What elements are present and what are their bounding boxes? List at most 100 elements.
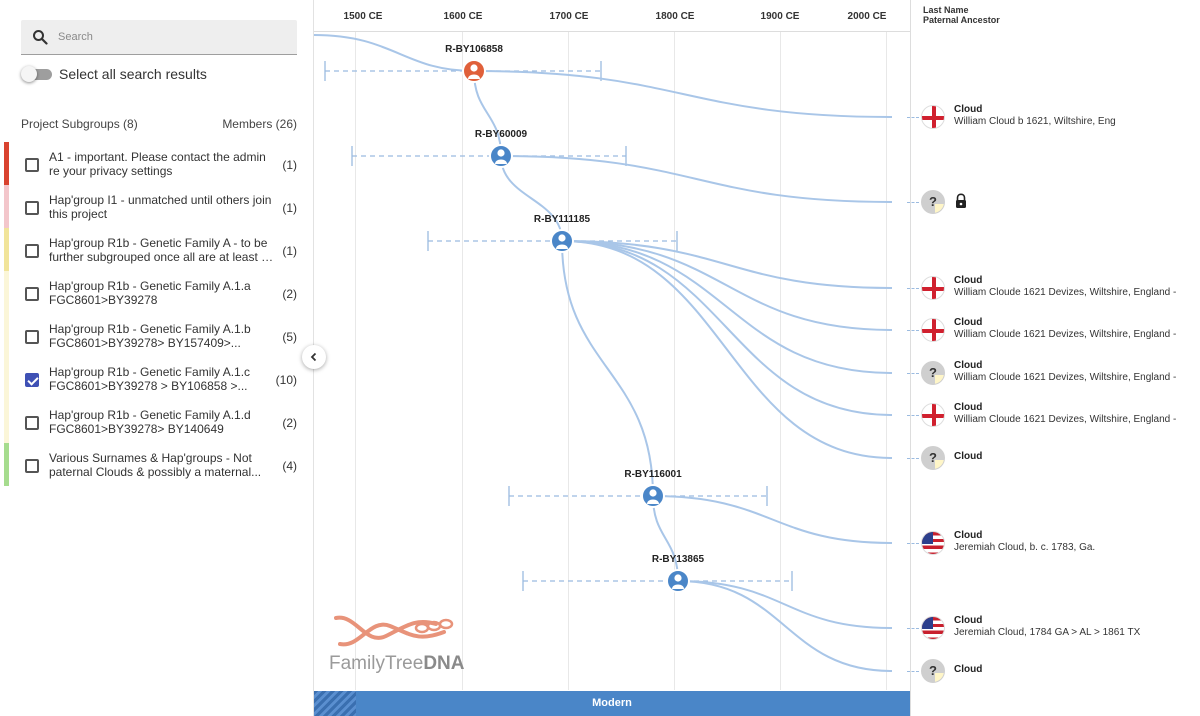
leaf-connector: [907, 288, 919, 289]
england-flag-icon: [921, 403, 945, 427]
modern-bar: Modern: [314, 691, 910, 716]
ancestor-row[interactable]: Cloud William Cloude 1621 Devizes, Wiltsh…: [907, 275, 1200, 302]
select-all-row: Select all search results: [21, 66, 207, 82]
subgroup-count: (10): [275, 373, 297, 387]
ancestor-row[interactable]: Cloud Jeremiah Cloud, 1784 GA > AL > 1861…: [907, 615, 1200, 642]
ancestor-row[interactable]: ? Cloud: [907, 446, 1200, 472]
subgroup-count: (1): [282, 158, 297, 172]
subgroup-list: A1 - important. Please contact the admin…: [0, 142, 314, 486]
subgroup-checkbox[interactable]: [25, 201, 39, 215]
last-name-header: Last Name: [923, 5, 969, 15]
subgroup-label: Hap'group R1b - Genetic Family A.1.a FGC8…: [49, 279, 251, 307]
subgroup-checkbox[interactable]: [25, 416, 39, 430]
subgroup-item[interactable]: Hap'group R1b - Genetic Family A.1.b FGC8…: [0, 314, 314, 357]
subgroup-checkbox[interactable]: [25, 244, 39, 258]
tree-branch: [561, 240, 893, 289]
ancestor-last-name: Cloud: [954, 360, 983, 371]
ancestor-header: Last Name Paternal Ancestor: [923, 5, 1000, 25]
ancestor-last-name: Cloud: [954, 451, 983, 462]
subgroup-checkbox[interactable]: [25, 158, 39, 172]
select-all-toggle[interactable]: [21, 66, 52, 82]
node-label: R-BY106858: [445, 44, 503, 55]
modern-hatch: [314, 691, 356, 716]
leaf-connector: [907, 458, 919, 459]
node-label: R-BY111185: [533, 214, 591, 225]
subgroup-item[interactable]: Hap'group R1b - Genetic Family A.1.d FGC8…: [0, 400, 314, 443]
ancestor-row[interactable]: ?: [907, 190, 1200, 216]
tree-branch: [500, 155, 893, 203]
tree-branch: [561, 240, 893, 374]
ancestor-row[interactable]: Cloud William Cloud b 1621, Wiltshire, En…: [907, 104, 1200, 131]
timeline-panel: 1500 CE 1600 CE 1700 CE 1800 CE 1900 CE 2000 …: [314, 0, 910, 716]
haplogroup-node[interactable]: [489, 144, 513, 168]
subgroup-item[interactable]: Hap'group I1 - unmatched until others jo…: [0, 185, 314, 228]
search-input[interactable]: [58, 26, 288, 48]
subgroup-label: Various Surnames & Hap'groups - Not pater…: [49, 451, 262, 479]
grid-line: [355, 0, 356, 690]
grid-line: [462, 0, 463, 690]
subgroup-checkbox[interactable]: [25, 330, 39, 344]
leaf-connector: [907, 671, 919, 672]
toggle-track: [24, 69, 52, 80]
ancestor-last-name: Cloud: [954, 275, 983, 286]
timeline-tree: [314, 34, 893, 672]
subgroups-title: Project Subgroups (8): [21, 117, 138, 131]
person-icon: [674, 574, 682, 582]
ancestor-row[interactable]: Cloud William Cloude 1621 Devizes, Wiltsh…: [907, 317, 1200, 344]
axis-tick-label: 1600 CE: [443, 11, 483, 22]
usa-flag-icon: [921, 531, 945, 555]
person-icon: [558, 234, 566, 242]
ancestor-paternal-name: Jeremiah Cloud, 1784 GA > AL > 1861 TX: [954, 627, 1141, 638]
subgroup-label: Hap'group R1b - Genetic Family A.1.d FGC8…: [49, 408, 251, 436]
leaf-connector: [907, 202, 919, 203]
subgroup-checkbox[interactable]: [25, 459, 39, 473]
grid-line: [568, 0, 569, 690]
grid-line: [886, 0, 887, 690]
subgroup-color-bar: [4, 228, 9, 271]
subgroup-item[interactable]: Hap'group R1b - Genetic Family A.1.c FGC8…: [0, 357, 314, 400]
ancestor-last-name: Cloud: [954, 530, 983, 541]
leaf-connector: [907, 628, 919, 629]
unknown-country-icon: ?: [921, 361, 945, 385]
axis-tick-label: 1900 CE: [760, 11, 800, 22]
ancestor-row[interactable]: Cloud Jeremiah Cloud, b. c. 1783, Ga.: [907, 530, 1200, 557]
subgroup-checkbox[interactable]: [25, 373, 39, 387]
ancestor-paternal-name: William Cloude 1621 Devizes, Wiltshire, …: [954, 329, 1177, 340]
ancestor-paternal-name: Jeremiah Cloud, b. c. 1783, Ga.: [954, 542, 1096, 553]
select-all-label: Select all search results: [59, 66, 207, 82]
subgroup-label: Hap'group R1b - Genetic Family A.1.b FGC8…: [49, 322, 251, 350]
ancestor-row[interactable]: ? Cloud: [907, 659, 1200, 685]
haplogroup-node[interactable]: [641, 484, 665, 508]
subgroup-item[interactable]: A1 - important. Please contact the admin…: [0, 142, 314, 185]
leaf-connector: [907, 330, 919, 331]
subgroup-item[interactable]: Hap'group R1b - Genetic Family A - to be…: [0, 228, 314, 271]
subgroup-color-bar: [4, 142, 9, 185]
leaf-connector: [907, 543, 919, 544]
tree-branch: [500, 155, 563, 242]
person-icon-body: [647, 499, 659, 504]
subgroup-item[interactable]: Various Surnames & Hap'groups - Not pater…: [0, 443, 314, 486]
search-icon: [33, 30, 48, 45]
haplogroup-node[interactable]: [550, 229, 574, 253]
haplogroup-node[interactable]: [666, 569, 690, 593]
ancestor-paternal-name: William Cloude 1621 Devizes, Wiltshire, …: [954, 414, 1177, 425]
subgroup-item[interactable]: Hap'group R1b - Genetic Family A.1.a FGC8…: [0, 271, 314, 314]
ancestor-last-name: Cloud: [954, 104, 983, 115]
haplogroup-node[interactable]: [462, 59, 486, 83]
subgroup-count: (4): [282, 459, 297, 473]
collapse-sidebar-button[interactable]: [302, 345, 326, 369]
england-flag-icon: [921, 276, 945, 300]
subgroup-count: (2): [282, 416, 297, 430]
node-label: R-BY60009: [474, 129, 528, 140]
subgroup-color-bar: [4, 271, 9, 314]
person-icon-body: [556, 244, 568, 249]
familytreedna-logo: FamilyTreeDNA: [326, 606, 466, 686]
logo-text: FamilyTreeDNA: [329, 653, 465, 674]
ancestor-row[interactable]: Cloud William Cloude 1621 Devizes, Wiltsh…: [907, 402, 1200, 429]
leaf-connector: [907, 373, 919, 374]
unknown-country-icon: ?: [921, 446, 945, 470]
tree-branch: [561, 240, 893, 331]
ancestor-row[interactable]: ? Cloud William Cloude 1621 Devizes, Wilts…: [907, 360, 1200, 387]
ancestor-paternal-name: William Cloud b 1621, Wiltshire, Eng: [954, 116, 1116, 127]
subgroup-checkbox[interactable]: [25, 287, 39, 301]
